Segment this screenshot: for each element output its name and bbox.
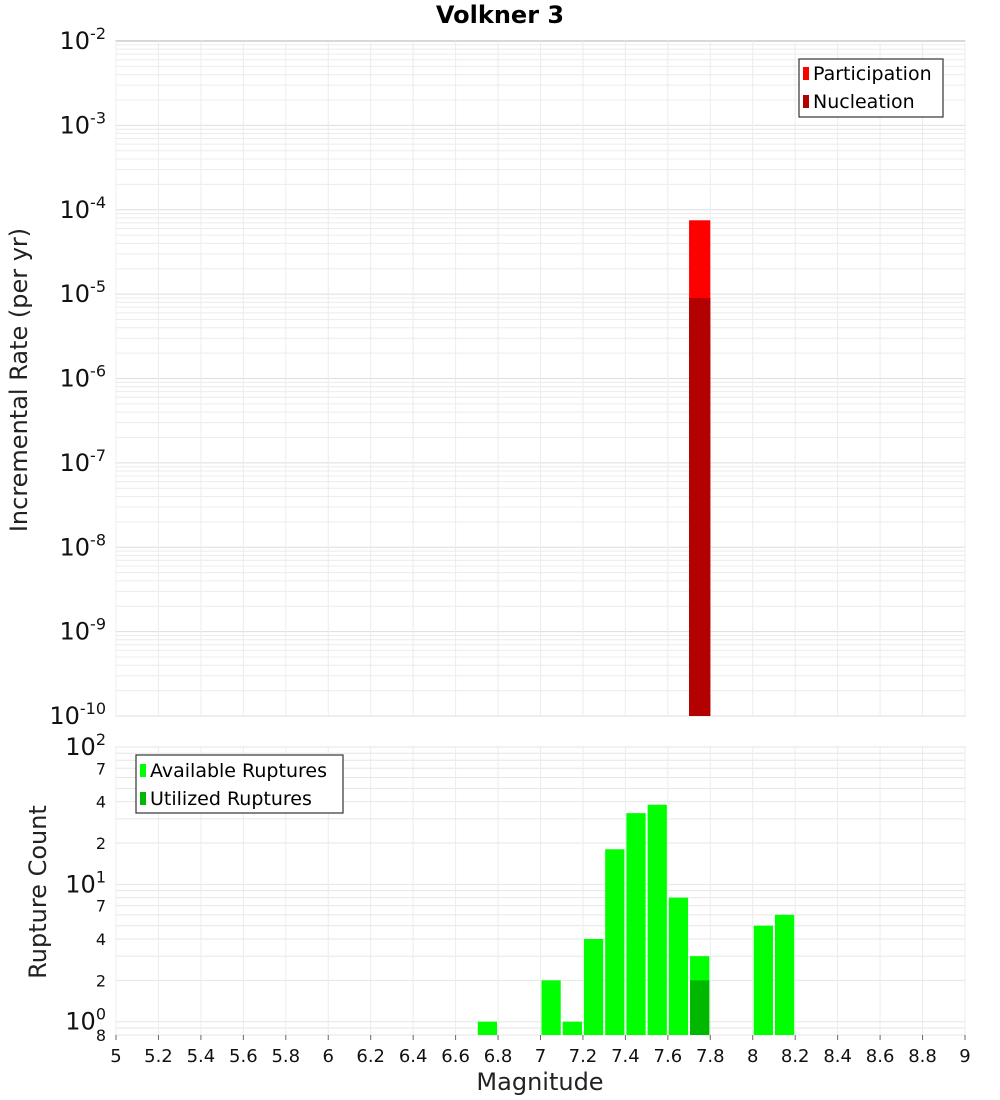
bar-available-ruptures <box>774 914 795 1035</box>
x-tick-label: 6 <box>323 1046 334 1067</box>
x-axis-ticks: 5 5.2 5.4 5.6 5.8 6 6.2 6.4 6.6 6.8 7 7.2 7.4 7.6 7.8 8… <box>110 1035 971 1067</box>
rate-y-tick-label: 10-2 <box>60 24 107 55</box>
rate-y-axis-label: Incremental Rate (per yr) <box>5 228 33 532</box>
count-y-tick-minor: 4 <box>96 793 106 812</box>
legend-label-available: Available Ruptures <box>150 760 327 782</box>
count-legend: Available Ruptures Utilized Ruptures <box>135 754 344 814</box>
rate-y-ticks: 10-2 10-3 10-4 10-5 10-6 10-7 10-8 10-9 10-10 <box>49 24 106 730</box>
x-tick-label: 8.2 <box>781 1046 810 1067</box>
x-tick-label: 8.8 <box>908 1046 937 1067</box>
count-grid <box>115 746 966 1036</box>
bar-utilized-ruptures <box>690 980 710 1035</box>
x-tick-label: 7.2 <box>569 1046 598 1067</box>
legend-label-utilized: Utilized Ruptures <box>150 788 312 810</box>
legend-label-nucleation: Nucleation <box>813 91 915 113</box>
count-y-ticks: 100 101 102 8 2 4 7 2 4 7 <box>65 730 106 1045</box>
count-y-tick-minor: 2 <box>96 971 106 990</box>
count-y-tick-minor: 8 <box>96 1026 106 1045</box>
bar-nucleation <box>689 297 711 716</box>
x-tick-label: 5.2 <box>144 1046 173 1067</box>
rate-y-tick-label: 10-10 <box>49 699 106 730</box>
rate-panel: 10-2 10-3 10-4 10-5 10-6 10-7 10-8 10-9 10-10 In… <box>5 24 966 730</box>
bar-available-ruptures <box>583 939 604 1035</box>
count-y-tick-major: 102 <box>65 730 106 761</box>
x-tick-label: 5.4 <box>187 1046 216 1067</box>
x-axis-label: Magnitude <box>476 1068 603 1096</box>
count-y-tick-major: 100 <box>65 1005 106 1036</box>
x-tick-label: 6.2 <box>356 1046 385 1067</box>
x-tick-label: 9 <box>959 1046 970 1067</box>
count-y-tick-minor: 4 <box>96 930 106 949</box>
x-tick-label: 5.8 <box>271 1046 300 1067</box>
rate-legend-box <box>798 58 944 118</box>
x-tick-label: 7.4 <box>611 1046 640 1067</box>
x-tick-label: 8.6 <box>866 1046 895 1067</box>
count-y-tick-minor: 2 <box>96 834 106 853</box>
legend-label-participation: Participation <box>813 63 932 85</box>
x-tick-label: 5.6 <box>229 1046 258 1067</box>
bar-available-ruptures <box>477 1021 498 1035</box>
x-tick-label: 6.6 <box>441 1046 470 1067</box>
count-bars <box>477 804 795 1035</box>
x-tick-label: 8.4 <box>823 1046 852 1067</box>
rate-y-tick-label: 10-7 <box>60 446 107 477</box>
rate-y-tick-label: 10-5 <box>60 277 107 308</box>
legend-swatch-available <box>140 764 146 777</box>
x-tick-label: 7 <box>535 1046 546 1067</box>
bar-available-ruptures <box>668 897 689 1035</box>
rate-y-tick-label: 10-8 <box>60 530 107 561</box>
legend-swatch-participation <box>803 67 809 80</box>
count-panel: 100 101 102 8 2 4 7 2 4 7 Rupture Count Available… <box>24 730 971 1096</box>
bar-available-ruptures <box>753 925 773 1035</box>
x-tick-label: 8 <box>747 1046 758 1067</box>
rate-y-tick-label: 10-9 <box>60 615 107 646</box>
rate-y-tick-label: 10-3 <box>60 108 107 139</box>
chart-title: Volkner 3 <box>436 1 564 29</box>
legend-swatch-utilized <box>140 792 146 805</box>
legend-swatch-nucleation <box>803 95 809 108</box>
bar-available-ruptures <box>605 849 625 1035</box>
rate-y-tick-label: 10-6 <box>60 362 107 393</box>
x-tick-label: 6.8 <box>484 1046 513 1067</box>
rate-grid <box>115 41 966 717</box>
rate-legend: Participation Nucleation <box>798 58 944 118</box>
bar-available-ruptures <box>626 813 646 1035</box>
x-tick-label: 5 <box>110 1046 121 1067</box>
bar-available-ruptures <box>647 804 667 1035</box>
x-tick-label: 6.4 <box>399 1046 428 1067</box>
count-y-tick-major: 101 <box>65 867 106 898</box>
bar-available-ruptures <box>562 1021 582 1035</box>
bar-available-ruptures <box>541 980 561 1035</box>
count-y-axis-label: Rupture Count <box>24 805 52 979</box>
rate-y-tick-label: 10-4 <box>60 193 107 224</box>
rate-bars <box>689 220 711 717</box>
count-legend-box <box>135 754 344 814</box>
x-tick-label: 7.6 <box>654 1046 683 1067</box>
count-y-tick-minor: 7 <box>96 759 106 778</box>
x-tick-label: 7.8 <box>696 1046 725 1067</box>
count-y-tick-minor: 7 <box>96 897 106 916</box>
